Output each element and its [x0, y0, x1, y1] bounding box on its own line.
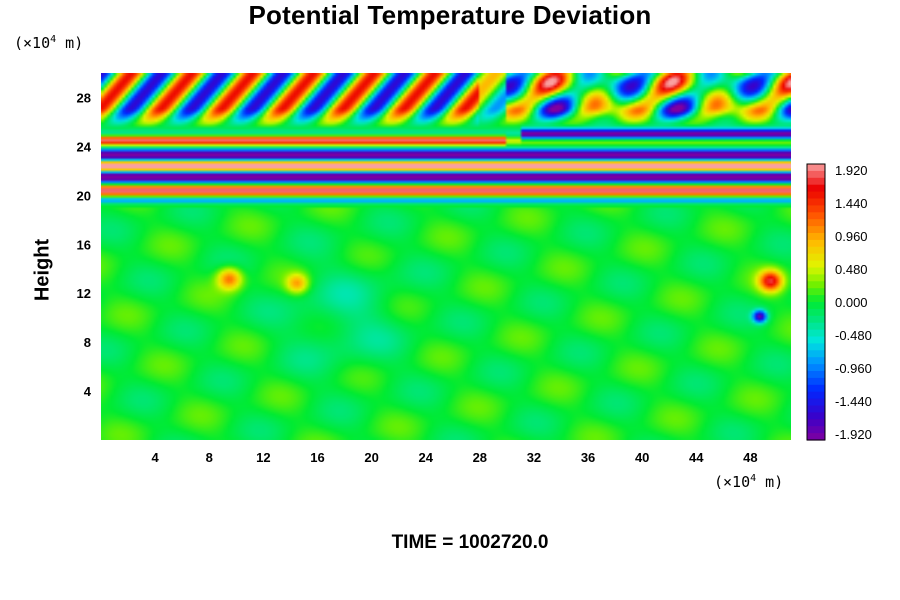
heatmap-field — [101, 73, 791, 440]
colorbar-segment — [807, 357, 825, 365]
colorbar-frame — [806, 163, 826, 441]
colorbar-segment — [807, 253, 825, 262]
colorbar-segment — [807, 239, 825, 248]
colorbar-segment — [807, 371, 825, 379]
colorbar-segment — [807, 177, 825, 186]
colorbar-segment — [807, 198, 825, 206]
y-tick-label: 20 — [77, 188, 91, 203]
x-tick-label: 40 — [635, 450, 649, 465]
colorbar-tick-label: 1.920 — [835, 163, 868, 178]
colorbar-tick-label: -0.960 — [835, 361, 872, 376]
colorbar-segment — [807, 226, 825, 234]
colorbar-segment — [807, 384, 825, 393]
colorbar-segment — [807, 426, 825, 434]
y-tick-label: 12 — [77, 286, 91, 301]
x-tick-label: 12 — [256, 450, 270, 465]
x-unit-exponent: 4 — [750, 473, 757, 484]
colorbar-tick-label: -1.920 — [835, 427, 872, 442]
time-label: TIME = 1002720.0 — [391, 532, 549, 553]
y-unit-prefix: (×10 — [14, 34, 51, 52]
x-tick-label: 20 — [364, 450, 378, 465]
colorbar-tick-label: 1.440 — [835, 196, 868, 211]
colorbar-segment — [807, 191, 825, 200]
colorbar-segment — [807, 377, 825, 386]
colorbar-segment — [807, 364, 825, 372]
colorbar-segment — [807, 212, 825, 220]
colorbar-segment — [807, 391, 825, 400]
x-tick-label: 24 — [418, 450, 433, 465]
colorbar-tick-label: 0.480 — [835, 262, 868, 277]
y-tick-label: 16 — [77, 237, 91, 252]
x-unit-suffix: m) — [756, 473, 784, 491]
colorbar-segment — [807, 350, 825, 358]
colorbar-segment — [807, 329, 825, 338]
colorbar-segment — [807, 281, 825, 289]
colorbar-segment — [807, 246, 825, 255]
x-unit-prefix: (×10 — [714, 473, 751, 491]
y-tick-label: 4 — [84, 384, 92, 399]
x-tick-label: 48 — [743, 450, 757, 465]
colorbar-segment — [807, 419, 825, 427]
colorbar-segment — [807, 288, 825, 296]
colorbar-segment — [807, 433, 825, 441]
colorbar-segment — [807, 412, 825, 420]
colorbar-segment — [807, 267, 825, 275]
colorbar-segment — [807, 219, 825, 227]
colorbar-segment — [807, 260, 825, 269]
colorbar-tick-label: -0.480 — [835, 328, 872, 343]
colorbar-tick-label: -1.440 — [835, 394, 872, 409]
colorbar-segment — [807, 170, 825, 179]
x-axis-unit: (×104 m) — [714, 473, 783, 491]
x-tick-label: 44 — [689, 450, 704, 465]
colorbar-segment — [807, 164, 825, 172]
y-unit-suffix: m) — [56, 34, 84, 52]
y-axis-unit: (×104 m) — [14, 34, 83, 52]
y-tick-label: 8 — [84, 335, 91, 350]
x-tick-label: 16 — [310, 450, 324, 465]
y-tick-label: 28 — [77, 90, 91, 105]
colorbar-segment — [807, 315, 825, 324]
colorbar-segment — [807, 302, 825, 310]
x-tick-label: 36 — [581, 450, 595, 465]
colorbar-segment — [807, 274, 825, 282]
colorbar-tick-label: 0.960 — [835, 229, 868, 244]
colorbar-tick-label: 0.000 — [835, 295, 868, 310]
colorbar-segment — [807, 295, 825, 303]
x-tick-label: 8 — [206, 450, 213, 465]
x-tick-label: 28 — [473, 450, 487, 465]
colorbar-segment — [807, 322, 825, 331]
y-unit-exponent: 4 — [50, 34, 57, 45]
colorbar-segment — [807, 184, 825, 193]
colorbar-segment — [807, 205, 825, 213]
colorbar-segment — [807, 308, 825, 317]
x-tick-label: 32 — [527, 450, 541, 465]
x-tick-label: 4 — [152, 450, 160, 465]
colorbar-segment — [807, 405, 825, 413]
colorbar-segment — [807, 336, 825, 344]
colorbar-segment — [807, 343, 825, 351]
colorbar-segment — [807, 233, 825, 241]
y-tick-label: 24 — [77, 139, 92, 154]
colorbar-segment — [807, 398, 825, 407]
chart-title: Potential Temperature Deviation — [248, 0, 652, 30]
